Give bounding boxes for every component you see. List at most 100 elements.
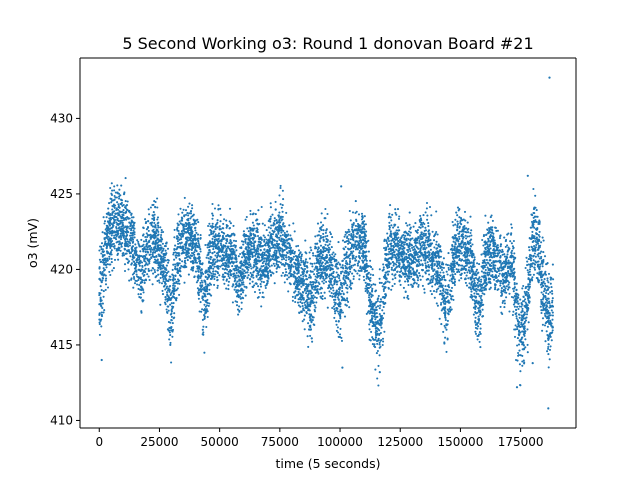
data-point (514, 328, 517, 331)
data-point (119, 232, 122, 235)
data-point (513, 335, 517, 338)
data-point (357, 260, 361, 264)
data-point (314, 275, 317, 278)
data-point (444, 300, 448, 303)
data-point (208, 240, 211, 243)
data-point (432, 274, 435, 277)
data-point (139, 293, 142, 296)
data-point (543, 288, 546, 291)
data-point (428, 258, 431, 261)
data-point (308, 251, 311, 254)
data-point (419, 234, 422, 237)
data-point (477, 279, 480, 282)
data-point (358, 228, 361, 231)
data-point (271, 213, 274, 216)
data-point (163, 256, 166, 259)
data-point (269, 227, 272, 230)
data-point (444, 318, 447, 322)
data-point (403, 243, 406, 246)
data-point (333, 280, 336, 283)
data-point (152, 251, 155, 254)
data-point (192, 213, 195, 216)
data-point (309, 318, 312, 321)
data-point (174, 265, 177, 268)
data-point (191, 207, 194, 210)
data-point (287, 233, 290, 236)
data-point (424, 241, 427, 244)
data-point (412, 245, 415, 248)
data-point (349, 268, 352, 271)
data-point (250, 245, 253, 248)
data-point (438, 260, 441, 264)
data-point (431, 256, 435, 259)
data-point (125, 244, 128, 247)
data-point (176, 264, 179, 267)
data-point (146, 242, 149, 245)
data-point (425, 201, 429, 205)
data-point (520, 314, 523, 317)
data-point (371, 287, 374, 290)
data-point (346, 239, 349, 243)
data-point (331, 306, 334, 310)
data-point (456, 222, 460, 225)
data-point (324, 235, 327, 238)
data-point (373, 313, 376, 317)
data-point (382, 266, 385, 269)
data-point (222, 222, 225, 225)
data-point (277, 264, 280, 267)
data-point (391, 273, 394, 276)
data-point (302, 291, 305, 294)
data-point (307, 298, 310, 301)
data-point (212, 272, 215, 276)
data-point (287, 258, 290, 261)
data-point (491, 219, 494, 222)
data-point (451, 220, 454, 224)
data-point (393, 242, 396, 246)
data-point (221, 267, 224, 270)
data-point (484, 233, 488, 237)
data-point (341, 290, 344, 293)
data-point (122, 211, 125, 214)
data-point (496, 229, 499, 232)
data-point (363, 270, 366, 273)
data-point (524, 298, 527, 301)
data-point (515, 282, 518, 285)
data-point (527, 293, 531, 297)
data-point (550, 290, 554, 293)
data-point (116, 253, 119, 257)
data-point (545, 330, 548, 333)
data-point (469, 231, 472, 235)
data-point (457, 239, 460, 242)
data-point (259, 276, 262, 279)
data-point (551, 263, 554, 266)
data-point (510, 226, 513, 229)
data-point (378, 313, 381, 316)
data-point (306, 301, 309, 304)
data-point (539, 263, 542, 266)
data-point (369, 321, 372, 324)
data-point (453, 237, 456, 240)
data-point (434, 256, 438, 259)
data-point (521, 309, 524, 312)
data-point (516, 337, 519, 340)
data-point (262, 264, 265, 267)
data-point (245, 255, 248, 259)
data-point (419, 237, 422, 241)
data-point (442, 289, 445, 292)
data-point (294, 265, 297, 268)
data-point (311, 262, 314, 265)
data-point (527, 288, 530, 291)
data-point (352, 223, 355, 226)
data-point (318, 230, 321, 233)
data-point (245, 261, 248, 264)
data-point (427, 235, 431, 238)
data-point (256, 234, 260, 238)
data-point (125, 208, 128, 211)
data-point (445, 350, 448, 353)
data-point (174, 274, 177, 277)
data-point (216, 221, 219, 224)
data-point (515, 308, 518, 312)
data-point (157, 266, 160, 269)
data-point (365, 262, 368, 265)
data-point (541, 236, 544, 239)
